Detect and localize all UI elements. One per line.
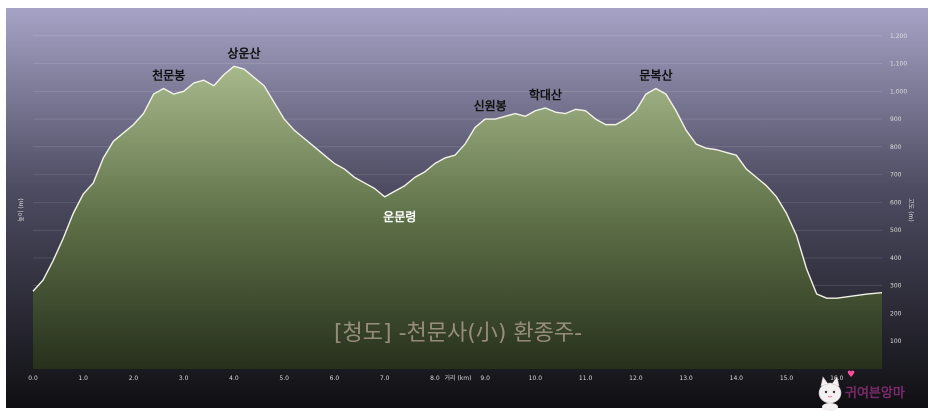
watermark-text: [청도] -천문사(小) 환종주- xyxy=(334,321,582,346)
peak-label: 학대산 xyxy=(529,87,562,102)
peak-label: 문복산 xyxy=(639,68,672,83)
x-tick-label: 15.0 xyxy=(780,375,794,382)
cat-icon xyxy=(818,376,842,411)
x-tick-label: 6.0 xyxy=(330,375,340,382)
x-tick-label: 8.0 xyxy=(430,375,440,382)
y-tick-label: 1,200 xyxy=(890,33,907,40)
x-tick-label: 3.0 xyxy=(179,375,189,382)
x-tick-label: 14.0 xyxy=(730,375,744,382)
x-tick-label: 12.0 xyxy=(629,375,643,382)
y-tick-label: 400 xyxy=(890,255,902,262)
y-tick-label: 1,000 xyxy=(890,88,907,95)
logo-text: 귀여븐앙마 xyxy=(845,385,905,401)
peak-label: 상운산 xyxy=(227,45,260,60)
area-layer xyxy=(32,65,883,370)
y-tick-label: 700 xyxy=(890,172,902,179)
x-tick-label: 9.0 xyxy=(480,375,490,382)
x-axis-label: 거리 (km) xyxy=(445,374,472,382)
y-tick-label: 200 xyxy=(890,310,902,317)
y-tick-label: 900 xyxy=(890,116,902,123)
y-tick-labels: 100 200 300 400 500 600 700 800 900 1,000 1,100 1,2… xyxy=(890,33,907,345)
heart-icon: ♥ xyxy=(847,370,855,380)
y-tick-label: 300 xyxy=(890,283,902,290)
x-tick-label: 7.0 xyxy=(380,375,390,382)
peak-label: 운문령 xyxy=(383,209,416,224)
x-tick-label: 11.0 xyxy=(579,375,593,382)
x-tick-label: 4.0 xyxy=(229,375,239,382)
y-tick-label: 500 xyxy=(890,227,902,234)
y-axis-label-right: 고도 (m) xyxy=(907,198,914,221)
x-tick-label: 2.0 xyxy=(129,375,139,382)
elevation-area xyxy=(33,66,882,370)
x-tick-label: 5.0 xyxy=(279,375,289,382)
peak-label: 신원봉 xyxy=(474,98,507,113)
y-axis-label-left: 높이 (m) xyxy=(17,198,25,221)
x-tick-label: 13.0 xyxy=(679,375,693,382)
x-tick-label: 0.0 xyxy=(28,375,38,382)
y-tick-label: 600 xyxy=(890,199,902,206)
y-tick-label: 1,100 xyxy=(890,61,907,68)
x-tick-label: 1.0 xyxy=(78,375,88,382)
peak-label: 천문봉 xyxy=(152,68,185,83)
y-tick-label: 100 xyxy=(890,338,902,345)
elevation-line xyxy=(32,65,883,299)
y-tick-label: 800 xyxy=(890,144,902,151)
x-tick-label: 10.0 xyxy=(529,375,543,382)
logo: ♥ 귀여븐앙마 xyxy=(818,370,905,411)
